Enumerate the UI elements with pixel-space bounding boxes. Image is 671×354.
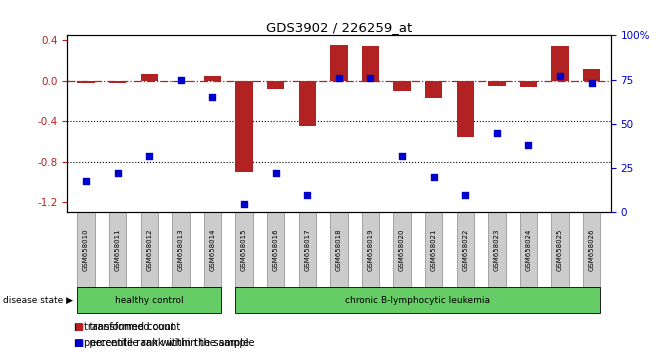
Text: chronic B-lymphocytic leukemia: chronic B-lymphocytic leukemia	[346, 296, 491, 304]
Point	[239, 201, 250, 206]
Point	[302, 192, 313, 198]
FancyBboxPatch shape	[456, 212, 474, 287]
FancyBboxPatch shape	[267, 212, 285, 287]
FancyBboxPatch shape	[172, 212, 189, 287]
Bar	[299, 81, 316, 126]
FancyBboxPatch shape	[77, 212, 95, 287]
FancyBboxPatch shape	[425, 212, 442, 287]
Point	[270, 171, 281, 176]
FancyBboxPatch shape	[140, 212, 158, 287]
FancyBboxPatch shape	[583, 212, 601, 287]
Text: ■: ■	[74, 322, 83, 332]
FancyBboxPatch shape	[520, 212, 537, 287]
Point	[523, 142, 534, 148]
Text: GSM658025: GSM658025	[557, 228, 563, 271]
Text: GSM658019: GSM658019	[368, 228, 374, 271]
FancyBboxPatch shape	[488, 212, 505, 287]
FancyBboxPatch shape	[109, 212, 126, 287]
FancyBboxPatch shape	[77, 287, 221, 313]
Bar	[236, 81, 253, 172]
Title: GDS3902 / 226259_at: GDS3902 / 226259_at	[266, 21, 412, 34]
Bar	[552, 46, 569, 81]
FancyBboxPatch shape	[236, 287, 601, 313]
Bar	[172, 81, 189, 82]
Text: transformed count: transformed count	[84, 322, 174, 332]
Text: GSM658013: GSM658013	[178, 228, 184, 271]
FancyBboxPatch shape	[236, 212, 253, 287]
Bar	[425, 81, 442, 98]
FancyBboxPatch shape	[299, 212, 316, 287]
Bar	[330, 45, 348, 81]
Text: GSM658010: GSM658010	[83, 228, 89, 271]
Point	[333, 75, 344, 81]
Text: GSM658015: GSM658015	[241, 228, 247, 271]
Point	[365, 75, 376, 81]
Point	[207, 95, 218, 100]
Bar	[393, 81, 411, 91]
Text: GSM658026: GSM658026	[588, 228, 595, 271]
Bar	[488, 81, 505, 86]
Text: GSM658014: GSM658014	[209, 228, 215, 271]
Text: GSM658023: GSM658023	[494, 228, 500, 271]
Text: GSM658024: GSM658024	[525, 228, 531, 271]
Text: percentile rank within the sample: percentile rank within the sample	[84, 338, 249, 348]
Point	[555, 73, 566, 79]
Text: GSM658011: GSM658011	[115, 228, 121, 271]
Text: ■  percentile rank within the sample: ■ percentile rank within the sample	[74, 338, 254, 348]
FancyBboxPatch shape	[204, 212, 221, 287]
Bar	[267, 81, 285, 89]
Text: healthy control: healthy control	[115, 296, 184, 304]
Bar	[204, 76, 221, 81]
Text: ■: ■	[74, 338, 83, 348]
Bar	[583, 69, 601, 81]
Text: GSM658012: GSM658012	[146, 228, 152, 271]
Point	[81, 178, 91, 183]
FancyBboxPatch shape	[393, 212, 411, 287]
Point	[144, 153, 154, 159]
FancyBboxPatch shape	[330, 212, 348, 287]
Point	[112, 171, 123, 176]
Bar	[77, 81, 95, 83]
Text: GSM658022: GSM658022	[462, 228, 468, 271]
Point	[397, 153, 407, 159]
Point	[491, 130, 502, 136]
Point	[586, 80, 597, 86]
Text: GSM658021: GSM658021	[431, 228, 437, 271]
Point	[428, 174, 439, 180]
Point	[460, 192, 470, 198]
Bar	[456, 81, 474, 137]
FancyBboxPatch shape	[362, 212, 379, 287]
Point	[176, 77, 187, 82]
Bar	[140, 74, 158, 81]
FancyBboxPatch shape	[552, 212, 569, 287]
Text: GSM658016: GSM658016	[272, 228, 278, 271]
Bar	[109, 81, 126, 83]
Bar	[520, 81, 537, 87]
Text: GSM658020: GSM658020	[399, 228, 405, 271]
Bar	[362, 46, 379, 81]
Text: GSM658017: GSM658017	[304, 228, 310, 271]
Text: ■  transformed count: ■ transformed count	[74, 322, 180, 332]
Text: disease state ▶: disease state ▶	[3, 296, 73, 304]
Text: GSM658018: GSM658018	[336, 228, 342, 271]
